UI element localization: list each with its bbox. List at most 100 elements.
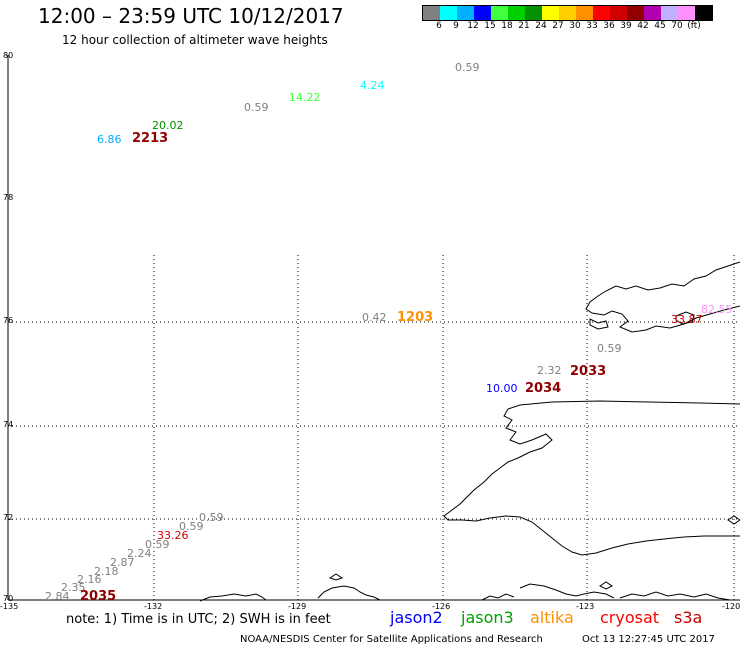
color-scale-bar (422, 5, 713, 21)
scale-swatch (423, 6, 440, 20)
lat-label: 76 (3, 316, 14, 325)
wave-height-label: 82.55 (701, 303, 733, 316)
wave-height-label: 2.84 (45, 590, 70, 603)
scale-swatch (474, 6, 491, 20)
scale-swatch (440, 6, 457, 20)
lat-label: 78 (3, 193, 14, 202)
satellite-legend-s3a: s3a (674, 608, 703, 627)
island-path (727, 515, 740, 525)
lat-label: 70 (3, 594, 14, 603)
wave-height-label: 2.87 (110, 556, 135, 569)
coastline-path (443, 400, 740, 556)
pass-time-label: 2033 (570, 364, 607, 379)
scale-swatch (661, 6, 678, 20)
scale-swatch (678, 6, 695, 20)
coastline-path (519, 583, 615, 599)
wave-height-label: 6.86 (97, 133, 122, 146)
wave-height-label: 33.87 (671, 313, 703, 326)
scale-swatch (491, 6, 508, 20)
scale-label: 6 (436, 21, 442, 31)
lon-label: -135 (0, 602, 19, 611)
island-path (675, 311, 695, 325)
scale-swatch (593, 6, 610, 20)
coastline-path (317, 585, 381, 601)
wave-height-label: 2.16 (77, 573, 102, 586)
coastline-path (619, 591, 731, 601)
scale-label: 27 (552, 21, 564, 31)
lon-label: -129 (288, 602, 307, 611)
scale-label: 21 (518, 21, 530, 31)
scale-label: (ft) (687, 21, 701, 31)
scale-label: 24 (535, 21, 547, 31)
graticule (8, 255, 740, 600)
wave-height-label: 33.26 (157, 529, 189, 542)
wave-height-label: 0.59 (179, 520, 204, 533)
lat-label: 80 (3, 51, 14, 60)
lon-label: -120 (722, 602, 740, 611)
lon-label: -123 (576, 602, 595, 611)
wave-height-label: 0.42 (362, 311, 387, 324)
satellite-legend-jason3: jason3 (461, 608, 514, 627)
scale-swatch (559, 6, 576, 20)
scale-label: 18 (501, 21, 513, 31)
wave-height-label: 2.32 (537, 364, 562, 377)
scale-swatch (695, 6, 712, 20)
satellite-legend-jason2: jason2 (390, 608, 443, 627)
pass-time-label: 2035 (80, 589, 117, 604)
pass-time-label: 1203 (397, 310, 434, 325)
map-frame (7, 55, 740, 601)
island-path (599, 581, 613, 590)
scale-swatch (610, 6, 627, 20)
page-title: 12:00 – 23:59 UTC 10/12/2017 (38, 4, 344, 28)
satellite-legend-altika: altika (530, 608, 574, 627)
wave-height-label: 14.22 (289, 91, 321, 104)
credit-line: NOAA/NESDIS Center for Satellite Applica… (240, 634, 543, 645)
coastline-path (199, 593, 267, 602)
lat-label: 74 (3, 420, 14, 429)
wave-height-label: 2.24 (127, 547, 152, 560)
scale-label: 70 (671, 21, 683, 31)
generated-timestamp: Oct 13 12:27:45 UTC 2017 (582, 634, 715, 645)
scale-label: 12 (467, 21, 479, 31)
scale-swatch (576, 6, 593, 20)
scale-swatch (627, 6, 644, 20)
scale-swatch (457, 6, 474, 20)
lon-label: -132 (144, 602, 163, 611)
wave-height-label: 20.02 (152, 119, 184, 132)
coastline-path (585, 261, 740, 333)
wave-height-label: 0.59 (455, 61, 480, 74)
wave-height-label: 0.59 (597, 342, 622, 355)
lon-label: -126 (432, 602, 451, 611)
wave-height-label: 2.35 (61, 581, 86, 594)
wave-height-label: 2.18 (94, 565, 119, 578)
satellite-legend-cryosat: cryosat (600, 608, 660, 627)
wave-height-label: 4.24 (360, 79, 385, 92)
scale-label: 15 (484, 21, 496, 31)
scale-label: 42 (637, 21, 649, 31)
scale-label: 9 (453, 21, 459, 31)
island-path (328, 573, 344, 581)
wave-height-label: 10.00 (486, 382, 518, 395)
scale-swatch (542, 6, 559, 20)
scale-swatch (525, 6, 542, 20)
scale-label: 39 (620, 21, 632, 31)
wave-height-label: 0.59 (145, 538, 170, 551)
coastline (199, 261, 740, 602)
scale-label: 33 (586, 21, 598, 31)
scale-label: 45 (654, 21, 666, 31)
wave-height-label: 0.59 (199, 511, 224, 524)
island-path (589, 318, 609, 330)
scale-swatch (508, 6, 525, 20)
units-note: note: 1) Time is in UTC; 2) SWH is in fe… (66, 612, 331, 627)
lat-label: 72 (3, 513, 14, 522)
scale-swatch (644, 6, 661, 20)
wave-height-label: 0.59 (244, 101, 269, 114)
coastline-path (481, 593, 515, 601)
scale-label: 36 (603, 21, 615, 31)
pass-time-label: 2034 (525, 381, 562, 396)
scale-label: 30 (569, 21, 581, 31)
page-subtitle: 12 hour collection of altimeter wave hei… (62, 33, 328, 47)
pass-time-label: 2213 (132, 131, 169, 146)
